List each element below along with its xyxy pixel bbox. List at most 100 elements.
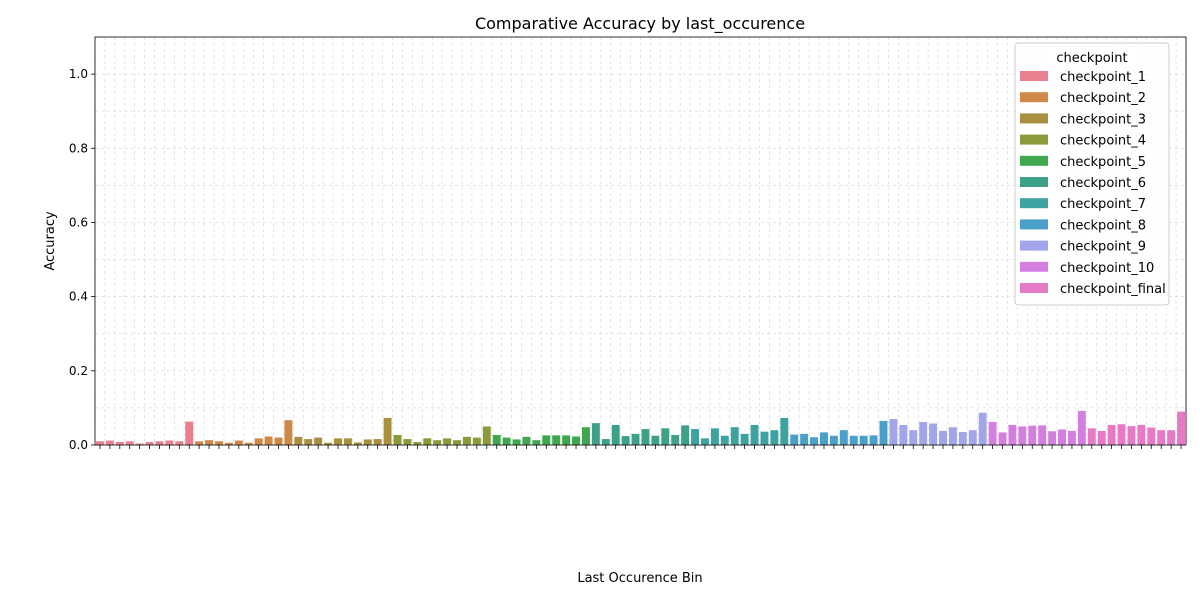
bar-checkpoint_4-3 (413, 442, 422, 445)
bar-checkpoint_final-4 (1117, 424, 1126, 445)
bar-checkpoint_7-2 (701, 438, 709, 445)
bar-checkpoint_8-2 (800, 433, 809, 445)
bar-checkpoint_2-1 (195, 441, 204, 445)
bar-checkpoint_4-5 (433, 440, 442, 445)
bar-checkpoint_1-5 (135, 443, 144, 445)
bar-checkpoint_7-4 (720, 435, 729, 445)
bar-checkpoint_7-7 (750, 424, 759, 445)
bar-checkpoint_2-7 (254, 438, 263, 445)
bar-checkpoint_4-10 (482, 426, 491, 445)
bar-checkpoint_final-8 (1157, 430, 1166, 445)
bar-checkpoint_2-10 (284, 420, 293, 445)
bar-checkpoint_3-6 (343, 438, 352, 445)
legend-label-checkpoint_2: checkpoint_2 (1060, 91, 1146, 106)
bar-checkpoint_final-6 (1137, 424, 1146, 445)
bar-checkpoint_1-6 (145, 442, 154, 445)
bar-checkpoint_9-9 (968, 430, 977, 445)
bar-checkpoint_4-7 (453, 440, 461, 445)
bar-checkpoint_2-4 (224, 442, 233, 445)
legend-label-checkpoint_10: checkpoint_10 (1060, 261, 1154, 276)
legend: checkpoint checkpoint_1 checkpoint_2check… (1014, 42, 1170, 306)
bar-checkpoint_final-2 (1097, 430, 1106, 445)
bar-checkpoint_10-3 (1008, 424, 1017, 445)
bar-checkpoint_2-9 (274, 437, 283, 445)
y-tick-label: 0.6 (69, 215, 88, 229)
bar-checkpoint_10-6 (1038, 425, 1047, 445)
bar-checkpoint_9-7 (948, 427, 957, 445)
bar-checkpoint_5-10 (581, 427, 590, 445)
bar-checkpoint_5-2 (502, 437, 511, 445)
legend-label-checkpoint_1: checkpoint_1 (1060, 70, 1146, 85)
bar-checkpoint_final-3 (1107, 424, 1116, 445)
bar-checkpoint_9-3 (909, 430, 918, 445)
legend-swatch-checkpoint_2 (1020, 92, 1048, 103)
bar-checkpoint_10-5 (1028, 425, 1037, 445)
bar-checkpoint_7-10 (780, 417, 789, 445)
legend-label-checkpoint_6: checkpoint_6 (1060, 176, 1146, 191)
bar-checkpoint_7-3 (710, 428, 719, 445)
bar-checkpoint_6-10 (681, 425, 690, 445)
bar-checkpoint_6-5 (631, 433, 640, 445)
bar-checkpoint_8-6 (839, 430, 848, 445)
legend-label-checkpoint_4: checkpoint_4 (1060, 134, 1146, 149)
legend-swatch-checkpoint_4 (1020, 134, 1048, 145)
y-tick-label: 0.8 (69, 141, 88, 155)
bar-checkpoint_3-7 (353, 442, 362, 445)
bar-checkpoint_6-4 (621, 436, 630, 445)
bar-checkpoint_10-4 (1018, 426, 1027, 445)
bar-checkpoint_final-5 (1127, 426, 1136, 445)
bar-checkpoint_8-3 (810, 437, 819, 445)
bar-checkpoint_8-10 (879, 420, 888, 445)
legend-swatch-checkpoint_3 (1020, 113, 1048, 124)
y-axis-label: Accuracy (43, 211, 58, 271)
bar-checkpoint_final-10 (1177, 411, 1185, 445)
bar-checkpoint_2-6 (244, 442, 253, 445)
bar-checkpoint_4-9 (472, 437, 481, 445)
bar-checkpoint_6-3 (611, 424, 620, 445)
legend-label-checkpoint_3: checkpoint_3 (1060, 112, 1146, 127)
bar-checkpoint_3-4 (324, 442, 333, 445)
legend-frame (1014, 42, 1170, 306)
bar-checkpoint_7-9 (770, 430, 779, 445)
legend-label-checkpoint_9: checkpoint_9 (1060, 240, 1146, 255)
bar-checkpoint_7-6 (740, 433, 749, 445)
bar-checkpoint_8-5 (829, 435, 838, 445)
bar-checkpoint_6-8 (661, 428, 670, 445)
bar-checkpoint_4-2 (403, 439, 412, 445)
bar-checkpoint_2-2 (205, 440, 214, 445)
bar-checkpoint_final-1 (1087, 428, 1096, 445)
bar-checkpoint_1-1 (95, 441, 104, 445)
bar-checkpoint_4-1 (393, 434, 402, 445)
bar-checkpoint_5-7 (552, 435, 561, 445)
bar-checkpoint_9-2 (899, 424, 908, 445)
legend-label-checkpoint_5: checkpoint_5 (1060, 155, 1146, 170)
bars (95, 410, 1185, 445)
bar-checkpoint_9-6 (939, 430, 947, 445)
bar-checkpoint_8-4 (820, 432, 828, 445)
bar-checkpoint_10-7 (1048, 431, 1057, 445)
y-tick-label: 0.2 (69, 364, 88, 378)
y-tick-label: 1.0 (69, 67, 88, 81)
bar-checkpoint_3-9 (373, 439, 382, 445)
bar-checkpoint_2-5 (234, 440, 243, 445)
bar-checkpoint_9-1 (889, 419, 898, 445)
bar-checkpoint_4-6 (443, 438, 452, 445)
bar-checkpoint_6-6 (641, 429, 650, 445)
bar-checkpoint_7-8 (760, 431, 769, 445)
bar-checkpoint_6-7 (651, 435, 660, 445)
legend-swatch-checkpoint_5 (1020, 155, 1048, 166)
bar-checkpoint_7-1 (691, 429, 700, 445)
bar-checkpoint_8-1 (790, 434, 799, 445)
bar-checkpoint_1-2 (105, 440, 114, 445)
legend-label-checkpoint_7: checkpoint_7 (1060, 197, 1146, 212)
bar-checkpoint_3-5 (334, 438, 342, 445)
bar-checkpoint_3-8 (363, 439, 372, 445)
bar-checkpoint_4-8 (462, 436, 471, 445)
bar-checkpoint_10-1 (988, 422, 997, 445)
bar-checkpoint_6-9 (671, 434, 680, 445)
bar-checkpoint_2-3 (215, 441, 223, 445)
bar-checkpoint_6-1 (591, 423, 600, 445)
bar-checkpoint_final-9 (1167, 430, 1176, 445)
bar-checkpoint_10-10 (1077, 410, 1086, 445)
